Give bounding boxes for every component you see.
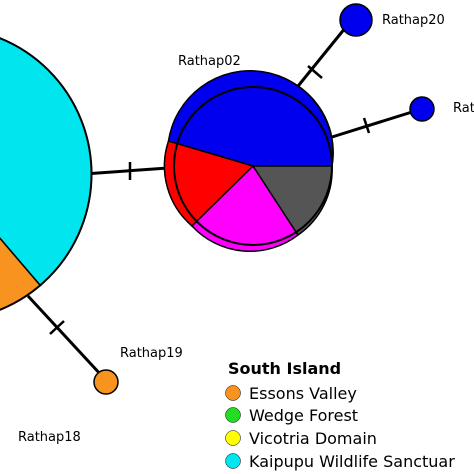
legend-swatch-kaipupu xyxy=(225,453,241,469)
edge-big-to-rathap02 xyxy=(83,166,169,176)
pie-slice-red xyxy=(163,140,255,228)
pie-slice-blue-2 xyxy=(167,70,334,167)
edge-rathap02-to-rathap20 xyxy=(288,21,352,97)
haplotype-rathap02 xyxy=(163,70,334,253)
haplotype-rathap19 xyxy=(93,369,119,395)
mutation-tick xyxy=(362,117,371,134)
edge-rathap02-to-rathap-cut xyxy=(331,110,413,139)
legend-swatch-wedge-forest xyxy=(225,407,241,423)
haplotype-rathap20 xyxy=(339,3,373,37)
legend-swatch-essons-valley xyxy=(225,385,241,401)
legend-label-kaipupu: Kaipupu Wildlife Sanctuar xyxy=(249,452,455,471)
haplotype-rathap-cut xyxy=(409,96,435,122)
legend-label-wedge-forest: Wedge Forest xyxy=(249,406,358,425)
haplotype-rathap02-outline xyxy=(173,86,333,246)
label-rathap19: Rathap19 xyxy=(120,346,183,361)
label-rathap-cut: Rat xyxy=(453,101,474,116)
label-rathap18: Rathap18 xyxy=(18,430,81,445)
legend-label-vicotria-domain: Vicotria Domain xyxy=(249,429,377,448)
legend-swatch-vicotria-domain xyxy=(225,430,241,446)
pie-slice-magenta xyxy=(190,164,300,253)
haplotype-large xyxy=(0,37,93,311)
edge-big-to-rathap19 xyxy=(26,294,104,378)
legend: South Island Essons Valley Wedge Forest … xyxy=(225,359,455,471)
label-rathap20: Rathap20 xyxy=(382,13,445,28)
legend-title: South Island xyxy=(228,359,341,378)
haplotype-large-outline xyxy=(0,37,93,311)
pie-slice-kaipupu xyxy=(0,37,93,287)
label-rathap02: Rathap02 xyxy=(178,54,241,69)
mutation-tick xyxy=(307,65,323,79)
mutation-tick xyxy=(49,320,65,335)
legend-label-essons-valley: Essons Valley xyxy=(249,384,357,403)
